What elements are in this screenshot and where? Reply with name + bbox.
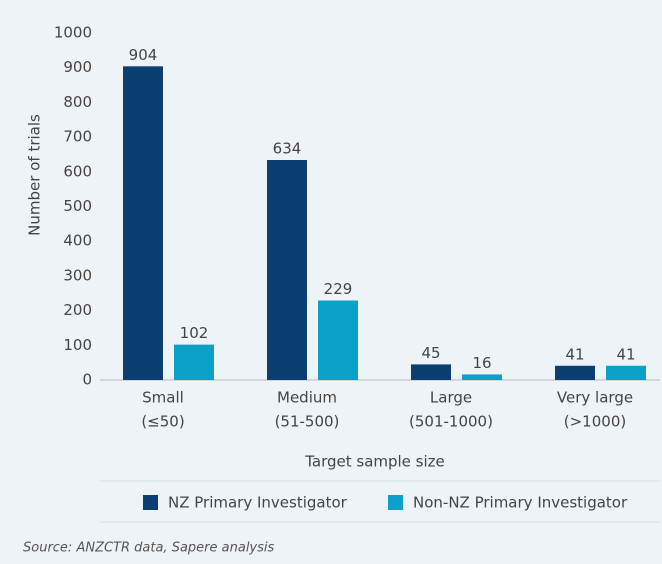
x-tick-label: (≤50) bbox=[141, 413, 184, 431]
y-tick-label: 800 bbox=[63, 93, 92, 111]
x-tick-label: Medium bbox=[277, 389, 337, 407]
y-tick-label: 200 bbox=[63, 301, 92, 319]
x-axis-title: Target sample size bbox=[304, 453, 445, 471]
x-tick-label: Small bbox=[142, 389, 184, 407]
x-tick-label: (501-1000) bbox=[409, 413, 493, 431]
legend-label: Non-NZ Primary Investigator bbox=[413, 494, 628, 512]
data-label: 904 bbox=[129, 46, 158, 64]
data-label: 41 bbox=[565, 345, 584, 363]
x-tick-label: (51-500) bbox=[275, 413, 340, 431]
x-tick-label: Very large bbox=[557, 389, 633, 407]
y-tick-label: 1000 bbox=[54, 24, 92, 42]
legend-label: NZ Primary Investigator bbox=[168, 494, 348, 512]
y-tick-label: 400 bbox=[63, 232, 92, 250]
data-label: 102 bbox=[180, 324, 209, 342]
y-tick-label: 700 bbox=[63, 128, 92, 146]
bar bbox=[174, 344, 214, 380]
bar bbox=[462, 374, 502, 380]
bar bbox=[267, 160, 307, 380]
data-label: 16 bbox=[472, 354, 491, 372]
bar bbox=[606, 365, 646, 380]
x-tick-label: (>1000) bbox=[564, 413, 626, 431]
y-tick-label: 100 bbox=[63, 336, 92, 354]
source-note: Source: ANZCTR data, Sapere analysis bbox=[23, 541, 275, 556]
y-tick-label: 0 bbox=[82, 371, 92, 389]
bar bbox=[555, 365, 595, 380]
y-tick-label: 300 bbox=[63, 266, 92, 284]
y-tick-label: 900 bbox=[63, 58, 92, 76]
bar bbox=[123, 66, 163, 380]
y-tick-label: 500 bbox=[63, 197, 92, 215]
y-axis-title: Number of trials bbox=[26, 114, 44, 236]
data-label: 45 bbox=[421, 344, 440, 362]
data-label: 41 bbox=[616, 345, 635, 363]
y-tick-label: 600 bbox=[63, 162, 92, 180]
legend-swatch bbox=[143, 495, 158, 510]
x-tick-label: Large bbox=[430, 389, 472, 407]
bar bbox=[318, 300, 358, 380]
data-label: 229 bbox=[324, 280, 353, 298]
data-label: 634 bbox=[273, 140, 302, 158]
bar bbox=[411, 364, 451, 380]
legend-swatch bbox=[388, 495, 403, 510]
